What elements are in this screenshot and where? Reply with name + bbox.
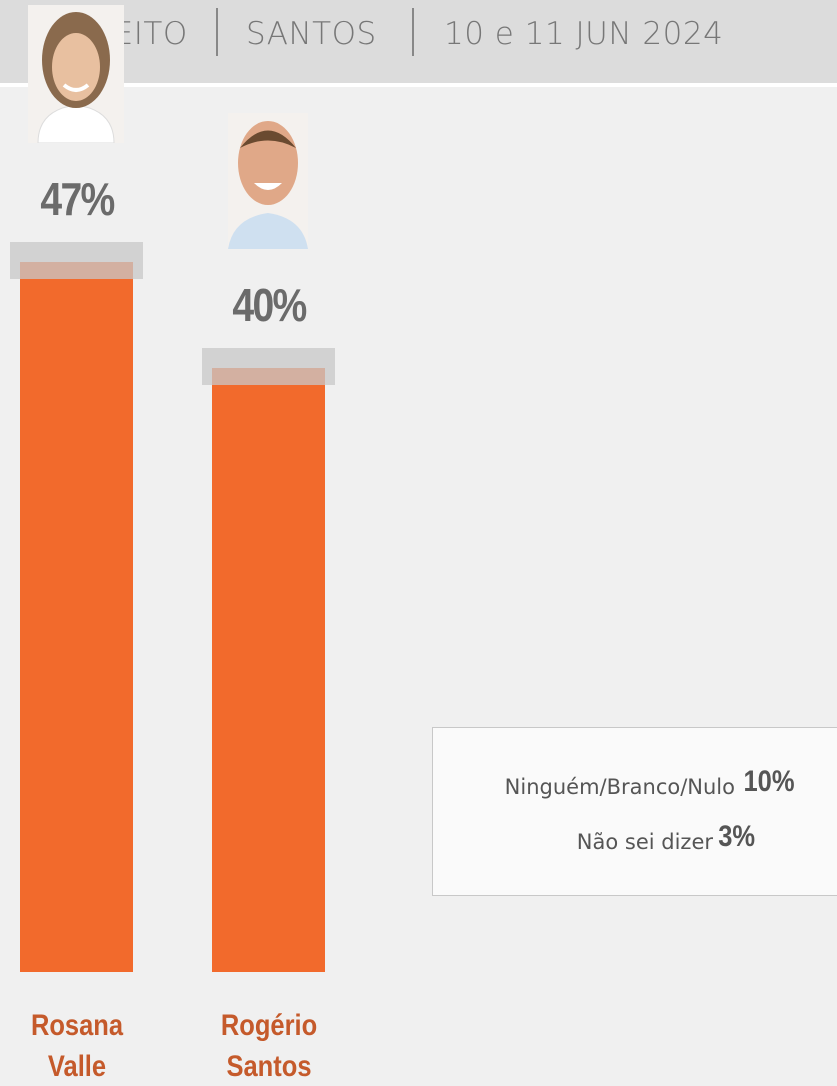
candidate-photo [228, 113, 308, 249]
other-value: 3% [718, 820, 755, 854]
candidate-photo [28, 5, 124, 143]
bar [20, 262, 133, 972]
value-label: 47% [17, 172, 136, 226]
other-label: Não sei dizer [353, 830, 713, 854]
value-label: 40% [209, 278, 328, 332]
other-value: 10% [744, 765, 795, 799]
header-city: SANTOS [246, 16, 377, 52]
bar [212, 368, 325, 972]
separator [216, 8, 218, 56]
header-bar: PREFEITO SANTOS 10 e 11 JUN 2024 [0, 0, 837, 87]
separator [412, 8, 414, 56]
category-label: Rosana Valle [21, 1005, 132, 1086]
category-label: Rogério Santos [213, 1005, 324, 1086]
bar-cap [10, 242, 143, 279]
other-label: Ninguém/Branco/Nulo [375, 775, 735, 799]
infographic: PREFEITO SANTOS 10 e 11 JUN 2024 Ninguém… [0, 0, 837, 1086]
header-date: 10 e 11 JUN 2024 [444, 16, 723, 52]
bar-cap [202, 348, 335, 385]
